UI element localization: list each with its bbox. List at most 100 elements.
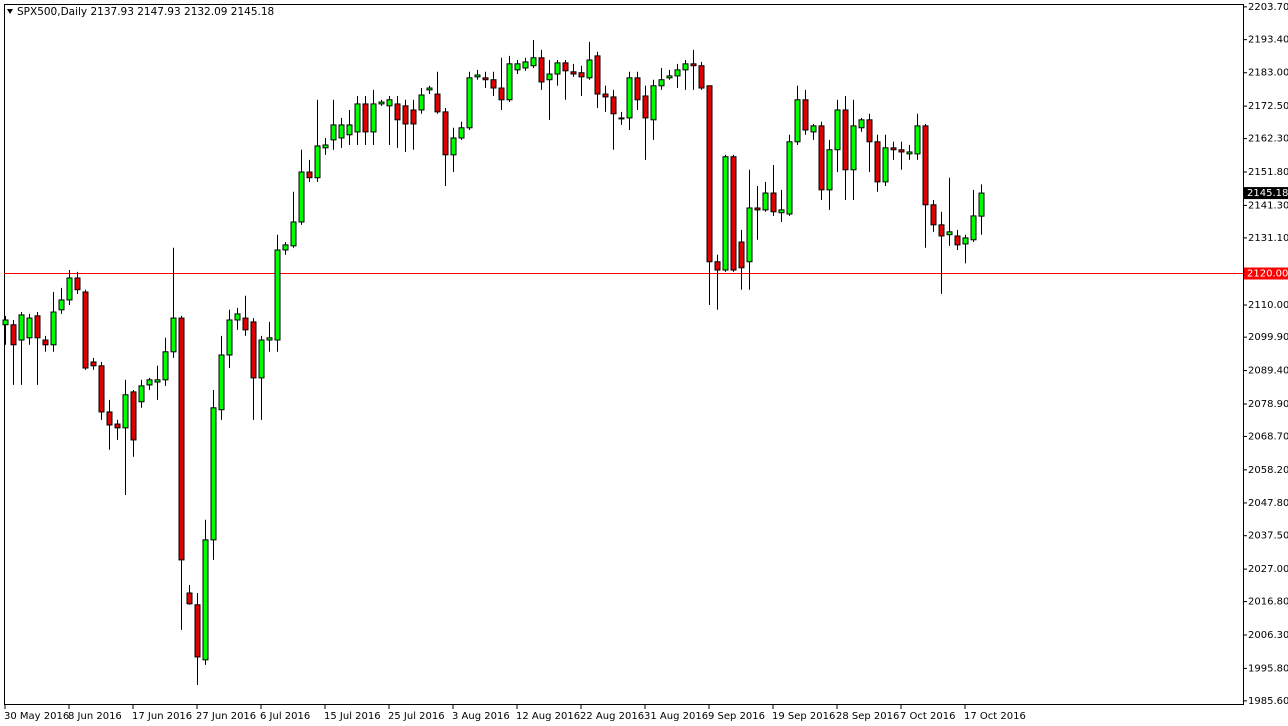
candle-body bbox=[818, 125, 825, 191]
candle-body bbox=[218, 354, 225, 411]
y-tick-label: 1985.60 bbox=[1248, 696, 1288, 707]
candle-body bbox=[210, 407, 217, 541]
candle-body bbox=[794, 99, 801, 143]
candle-body bbox=[18, 314, 25, 341]
candle-body bbox=[634, 77, 641, 101]
x-tick-label: 6 Jul 2016 bbox=[260, 711, 310, 722]
x-tick-label: 17 Jun 2016 bbox=[132, 711, 192, 722]
y-tick-label: 2058.20 bbox=[1248, 465, 1288, 476]
candle-body bbox=[74, 277, 81, 291]
x-tick-label: 17 Oct 2016 bbox=[964, 711, 1026, 722]
candle-body bbox=[98, 365, 105, 413]
candle-body bbox=[546, 73, 553, 81]
candle-body bbox=[2, 319, 9, 326]
candle-body bbox=[146, 379, 153, 386]
candle-body bbox=[578, 72, 585, 78]
plot-frame bbox=[4, 4, 1244, 705]
candle-body bbox=[858, 119, 865, 129]
candle-body bbox=[890, 147, 897, 151]
candle-body bbox=[602, 93, 609, 98]
y-tick-label: 2172.50 bbox=[1248, 101, 1288, 112]
x-tick-label: 31 Aug 2016 bbox=[644, 711, 708, 722]
candle-body bbox=[122, 394, 129, 429]
candle-body bbox=[610, 96, 617, 115]
y-tick-label: 2141.30 bbox=[1248, 200, 1288, 211]
candle-body bbox=[130, 391, 137, 441]
candle-body bbox=[474, 74, 481, 78]
candle-body bbox=[570, 71, 577, 75]
candle-body bbox=[962, 237, 969, 245]
candle-body bbox=[826, 149, 833, 191]
candle-body bbox=[666, 75, 673, 79]
candle-body bbox=[810, 125, 817, 133]
candle-body bbox=[730, 156, 737, 271]
candle-body bbox=[226, 319, 233, 356]
last-price-label: 2145.18 bbox=[1247, 188, 1288, 199]
last-close: 2145.18 bbox=[231, 6, 274, 18]
candle-body bbox=[178, 317, 185, 561]
candle-body bbox=[26, 317, 33, 339]
y-tick-label: 2183.00 bbox=[1248, 68, 1288, 79]
y-tick-label: 2151.80 bbox=[1248, 167, 1288, 178]
candle-body bbox=[978, 192, 985, 217]
candle-body bbox=[426, 87, 433, 91]
x-tick-label: 22 Aug 2016 bbox=[580, 711, 644, 722]
candle-body bbox=[138, 385, 145, 403]
candle-body bbox=[258, 339, 265, 379]
candle-body bbox=[346, 124, 353, 136]
x-tick-label: 15 Jul 2016 bbox=[324, 711, 381, 722]
candle-body bbox=[506, 63, 513, 101]
candle-body bbox=[946, 231, 953, 236]
candle-body bbox=[874, 141, 881, 183]
candle-body bbox=[370, 103, 377, 133]
candle-body bbox=[650, 85, 657, 121]
candle-body bbox=[106, 411, 113, 426]
candle-body bbox=[714, 261, 721, 271]
last-price-box bbox=[1244, 187, 1288, 200]
candle-body bbox=[738, 241, 745, 269]
y-tick-label: 2006.30 bbox=[1248, 630, 1288, 641]
candle-body bbox=[586, 59, 593, 79]
candle-body bbox=[306, 171, 313, 179]
candle-body bbox=[682, 63, 689, 71]
candle-body bbox=[698, 65, 705, 89]
y-tick-label: 2162.30 bbox=[1248, 134, 1288, 145]
x-tick-label: 30 May 2016 bbox=[4, 711, 69, 722]
candle-body bbox=[402, 105, 409, 125]
candle-body bbox=[530, 57, 537, 67]
candle-body bbox=[418, 94, 425, 111]
x-tick-label: 12 Aug 2016 bbox=[516, 711, 580, 722]
y-tick-label: 2131.10 bbox=[1248, 233, 1288, 244]
x-tick-label: 25 Jul 2016 bbox=[388, 711, 445, 722]
candle-body bbox=[90, 361, 97, 367]
candle-body bbox=[234, 313, 241, 321]
y-tick-label: 1995.80 bbox=[1248, 663, 1288, 674]
y-tick-label: 2089.40 bbox=[1248, 366, 1288, 377]
candles bbox=[2, 39, 985, 685]
candle-body bbox=[490, 79, 497, 89]
candle-body bbox=[834, 109, 841, 151]
candle-body bbox=[914, 125, 921, 155]
candle-body bbox=[770, 192, 777, 213]
candle-body bbox=[754, 207, 761, 211]
candle-body bbox=[450, 137, 457, 156]
candle-body bbox=[314, 145, 321, 179]
candle-body bbox=[42, 339, 49, 346]
candle-body bbox=[34, 315, 41, 339]
candle-body bbox=[50, 311, 57, 346]
candle-body bbox=[802, 99, 809, 131]
candle-body bbox=[274, 249, 281, 341]
candle-body bbox=[434, 93, 441, 113]
last-high: 2147.93 bbox=[137, 6, 180, 18]
chart-title: SPX500,Daily bbox=[17, 6, 87, 18]
candle-body bbox=[330, 124, 337, 141]
candle-body bbox=[722, 156, 729, 271]
candle-body bbox=[394, 103, 401, 121]
candle-body bbox=[554, 62, 561, 75]
candle-body bbox=[954, 235, 961, 246]
candle-body bbox=[906, 151, 913, 155]
candle-body bbox=[170, 317, 177, 353]
candle-body bbox=[114, 423, 121, 429]
